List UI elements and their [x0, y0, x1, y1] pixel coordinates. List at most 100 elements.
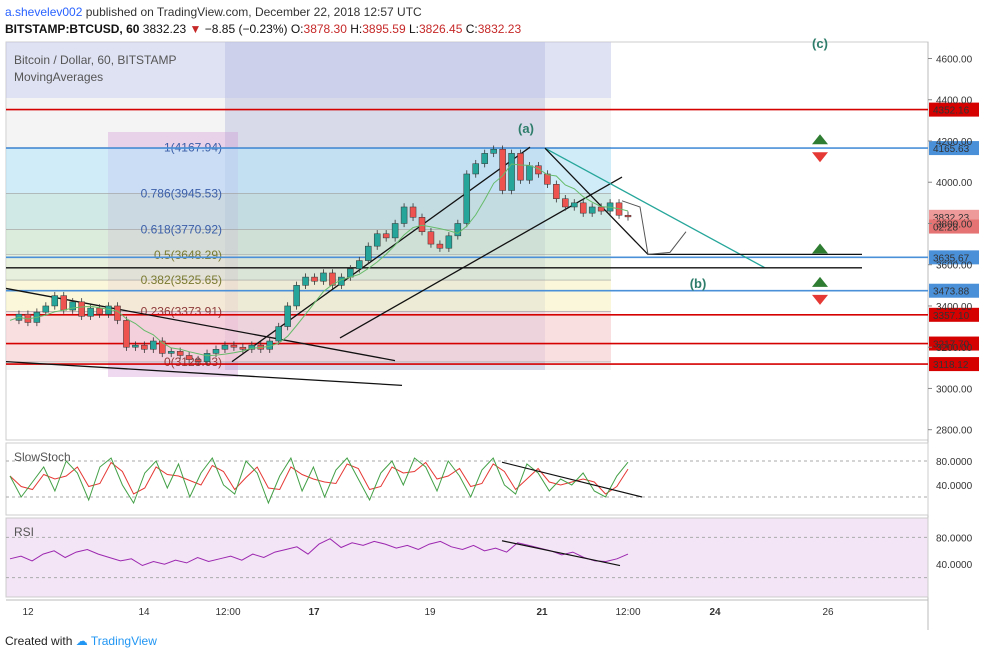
- tradingview-logo-icon[interactable]: ☁: [75, 634, 88, 648]
- y-tick-label: 2800.00: [936, 426, 973, 437]
- high-value: 3895.59: [362, 22, 406, 36]
- candle-body: [275, 326, 282, 342]
- candle-body: [159, 340, 166, 354]
- candle-body: [194, 359, 202, 362]
- price-tag-label: 3217.70: [933, 340, 970, 351]
- candle-body: [436, 243, 444, 249]
- osc-title: RSI: [14, 525, 34, 539]
- candle-body: [597, 206, 605, 212]
- candle-body: [176, 351, 184, 356]
- trend-line: [544, 147, 766, 269]
- candle-body: [571, 202, 578, 208]
- candle-body: [347, 268, 354, 278]
- osc-pane: [5, 442, 929, 516]
- indicator-label: MovingAverages: [14, 70, 103, 84]
- price-tag-label: 3118.12: [933, 360, 969, 371]
- fib-label: 0.382(3525.65): [141, 273, 222, 287]
- tradingview-brand[interactable]: TradingView: [90, 634, 157, 648]
- author-link[interactable]: a.shevelev002: [5, 5, 83, 19]
- trend-line: [5, 287, 396, 362]
- price-tag: [929, 283, 979, 298]
- candle-body: [141, 344, 148, 350]
- up-arrow-icon: [812, 243, 828, 254]
- symbol-name: BITSTAMP:BTCUSD, 60: [5, 22, 140, 36]
- low-label: L:: [408, 22, 419, 36]
- candle-body: [203, 353, 211, 362]
- candle-body: [499, 148, 506, 191]
- moving-average-line: [9, 163, 629, 357]
- osc-tick-label: 80.0000: [936, 533, 973, 544]
- candle-body: [239, 346, 247, 350]
- candle-body: [356, 260, 363, 270]
- y-tick-label: 3000.00: [936, 384, 973, 395]
- candle-body: [454, 223, 462, 237]
- osc-pane: [5, 517, 929, 598]
- x-tick-label: 14: [138, 607, 150, 618]
- candle-body: [409, 206, 417, 218]
- y-tick-label: 3400.00: [936, 302, 973, 313]
- candle-body: [167, 351, 175, 354]
- down-arrow-icon: ▼: [189, 22, 202, 36]
- candle-body: [284, 305, 291, 327]
- last-price: 3832.23: [142, 22, 187, 36]
- wave-label-c: (c): [812, 36, 828, 51]
- x-tick-label: 19: [424, 607, 436, 618]
- price-tag: [929, 250, 979, 265]
- trend-line: [5, 360, 403, 387]
- candle-body: [508, 153, 515, 191]
- price-tag: [929, 141, 979, 156]
- candle-body: [535, 165, 542, 175]
- price-tag-label: 3635.67: [933, 253, 970, 264]
- candle-body: [311, 276, 318, 282]
- fib-band: [6, 229, 611, 255]
- stoch-trend-line: [501, 461, 643, 498]
- candle-body: [69, 301, 76, 311]
- candle-body: [132, 344, 139, 348]
- candle-body: [230, 344, 238, 348]
- price-tag: [929, 357, 979, 372]
- y-tick-label: 3200.00: [936, 343, 973, 354]
- candle-body: [400, 206, 408, 224]
- price-tag-label: 3473.88: [933, 287, 970, 298]
- publish-info: a.shevelev002 published on TradingView.c…: [5, 5, 422, 19]
- range-box-top: [6, 42, 611, 98]
- candle-body: [212, 349, 220, 354]
- down-arrow-icon: [812, 294, 828, 305]
- candle-body: [418, 217, 426, 232]
- symbol-bar: BITSTAMP:BTCUSD, 60 3832.23 ▼ −8.85 (−0.…: [5, 22, 521, 36]
- y-tick-label: 4200.00: [936, 137, 973, 148]
- candle-body: [481, 153, 488, 164]
- candle-body: [588, 206, 596, 214]
- candle-body: [517, 153, 524, 181]
- x-tick-label: 12:00: [215, 607, 240, 618]
- y-tick-label: 3800.00: [936, 219, 973, 230]
- chart-canvas[interactable]: 1(4167.94)0.786(3945.53)0.618(3770.92)0.…: [0, 0, 987, 630]
- wave-label-b: (b): [690, 276, 707, 291]
- candle-body: [42, 305, 50, 313]
- open-value: 3878.30: [303, 22, 347, 36]
- high-label: H:: [350, 22, 363, 36]
- y-tick-label: 4000.00: [936, 178, 973, 189]
- low-value: 3826.45: [419, 22, 463, 36]
- candle-body: [373, 233, 381, 247]
- candle-body: [463, 173, 471, 224]
- x-tick-label: 12: [22, 607, 34, 618]
- candle-body: [51, 295, 59, 307]
- candle-body: [445, 235, 453, 249]
- osc-title: SlowStoch: [14, 450, 71, 464]
- open-label: O:: [290, 22, 304, 36]
- x-tick-label: 26: [822, 607, 834, 618]
- candle-body: [472, 163, 479, 175]
- fib-label: 0.618(3770.92): [141, 222, 222, 236]
- candle-body: [526, 165, 533, 181]
- candle-body: [490, 148, 497, 154]
- footer: Created with ☁ TradingView: [5, 634, 157, 648]
- candle-body: [579, 202, 587, 214]
- x-tick-label: 12:00: [615, 607, 640, 618]
- candle-body: [248, 344, 256, 350]
- candle-body: [382, 233, 390, 239]
- x-tick-label: 24: [709, 607, 721, 618]
- candle-body: [544, 173, 551, 185]
- y-tick-label: 3600.00: [936, 261, 973, 272]
- price-tag-label: 3832.23: [933, 213, 970, 224]
